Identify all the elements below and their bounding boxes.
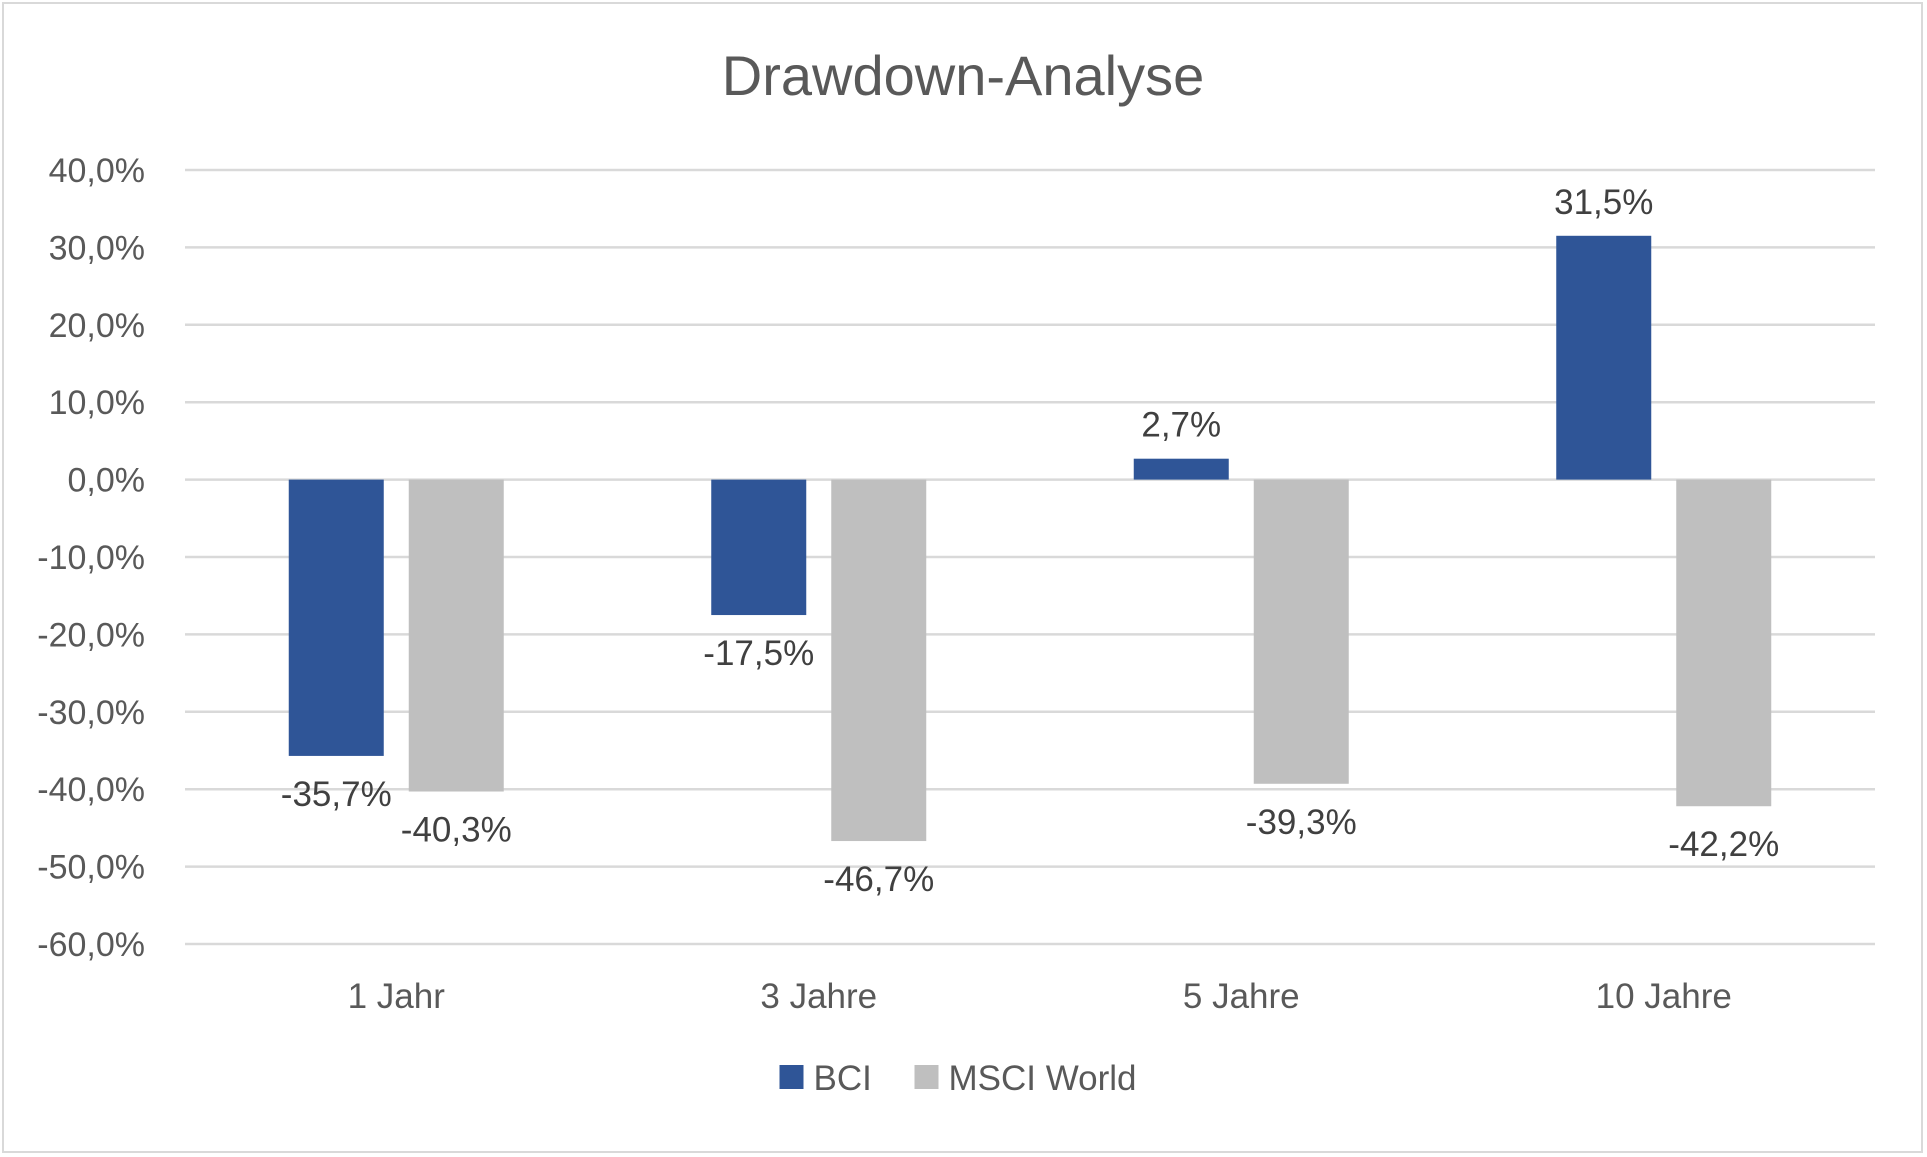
data-label: -40,3% xyxy=(401,811,512,850)
x-tick-label: 5 Jahre xyxy=(1183,977,1300,1016)
y-tick-label: 40,0% xyxy=(49,152,145,190)
bar-bci xyxy=(288,479,384,756)
bar-bci xyxy=(1133,458,1229,480)
y-tick-label: -50,0% xyxy=(37,849,145,887)
legend-label: BCI xyxy=(814,1059,872,1098)
y-tick-label: -30,0% xyxy=(37,694,145,732)
data-label: 31,5% xyxy=(1554,183,1653,222)
x-tick-label: 1 Jahr xyxy=(348,977,446,1016)
x-tick-label: 3 Jahre xyxy=(760,977,877,1016)
y-tick-label: -20,0% xyxy=(37,616,145,654)
bar-bci xyxy=(711,479,807,616)
x-tick-label: 10 Jahre xyxy=(1596,977,1732,1016)
data-labels: -35,7%-40,3% -17,5% -46,7% 2,7% -39,3% 31,5% -… xyxy=(281,183,1779,899)
data-label: -17,5% xyxy=(703,634,814,673)
data-label: 2,7% xyxy=(1141,406,1221,445)
data-label: -35,7% xyxy=(281,775,392,814)
data-label: -42,2% xyxy=(1668,825,1779,864)
legend-swatch xyxy=(914,1065,939,1089)
bar-msci-world xyxy=(408,479,504,792)
bar-bci xyxy=(1556,235,1652,480)
y-tick-label: 0,0% xyxy=(68,462,146,500)
bar-msci-world xyxy=(1676,479,1772,807)
legend-label: MSCI World xyxy=(949,1059,1137,1098)
y-tick-label: -60,0% xyxy=(37,926,145,964)
legend: BCI MSCI World xyxy=(779,1059,1137,1098)
y-tick-label: 10,0% xyxy=(49,384,145,422)
y-tick-label: -10,0% xyxy=(37,539,145,577)
bar-msci-world xyxy=(1253,479,1349,784)
y-axis-labels: 40,0% 30,0% 20,0% 10,0% 0,0% -10,0% -20,0% -30,… xyxy=(37,152,145,964)
y-tick-label: 20,0% xyxy=(49,307,145,345)
x-axis-labels: 1 Jahr 3 Jahre 5 Jahre 10 Jahre xyxy=(348,977,1732,1016)
legend-swatch xyxy=(779,1065,804,1089)
y-tick-label: -40,0% xyxy=(37,771,145,809)
data-label: -39,3% xyxy=(1246,803,1357,842)
chart-title: Drawdown-Analyse xyxy=(722,44,1204,107)
data-label: -46,7% xyxy=(823,860,934,899)
y-tick-label: 30,0% xyxy=(49,229,145,267)
bar-msci-world xyxy=(831,479,927,842)
bars xyxy=(288,235,1772,842)
